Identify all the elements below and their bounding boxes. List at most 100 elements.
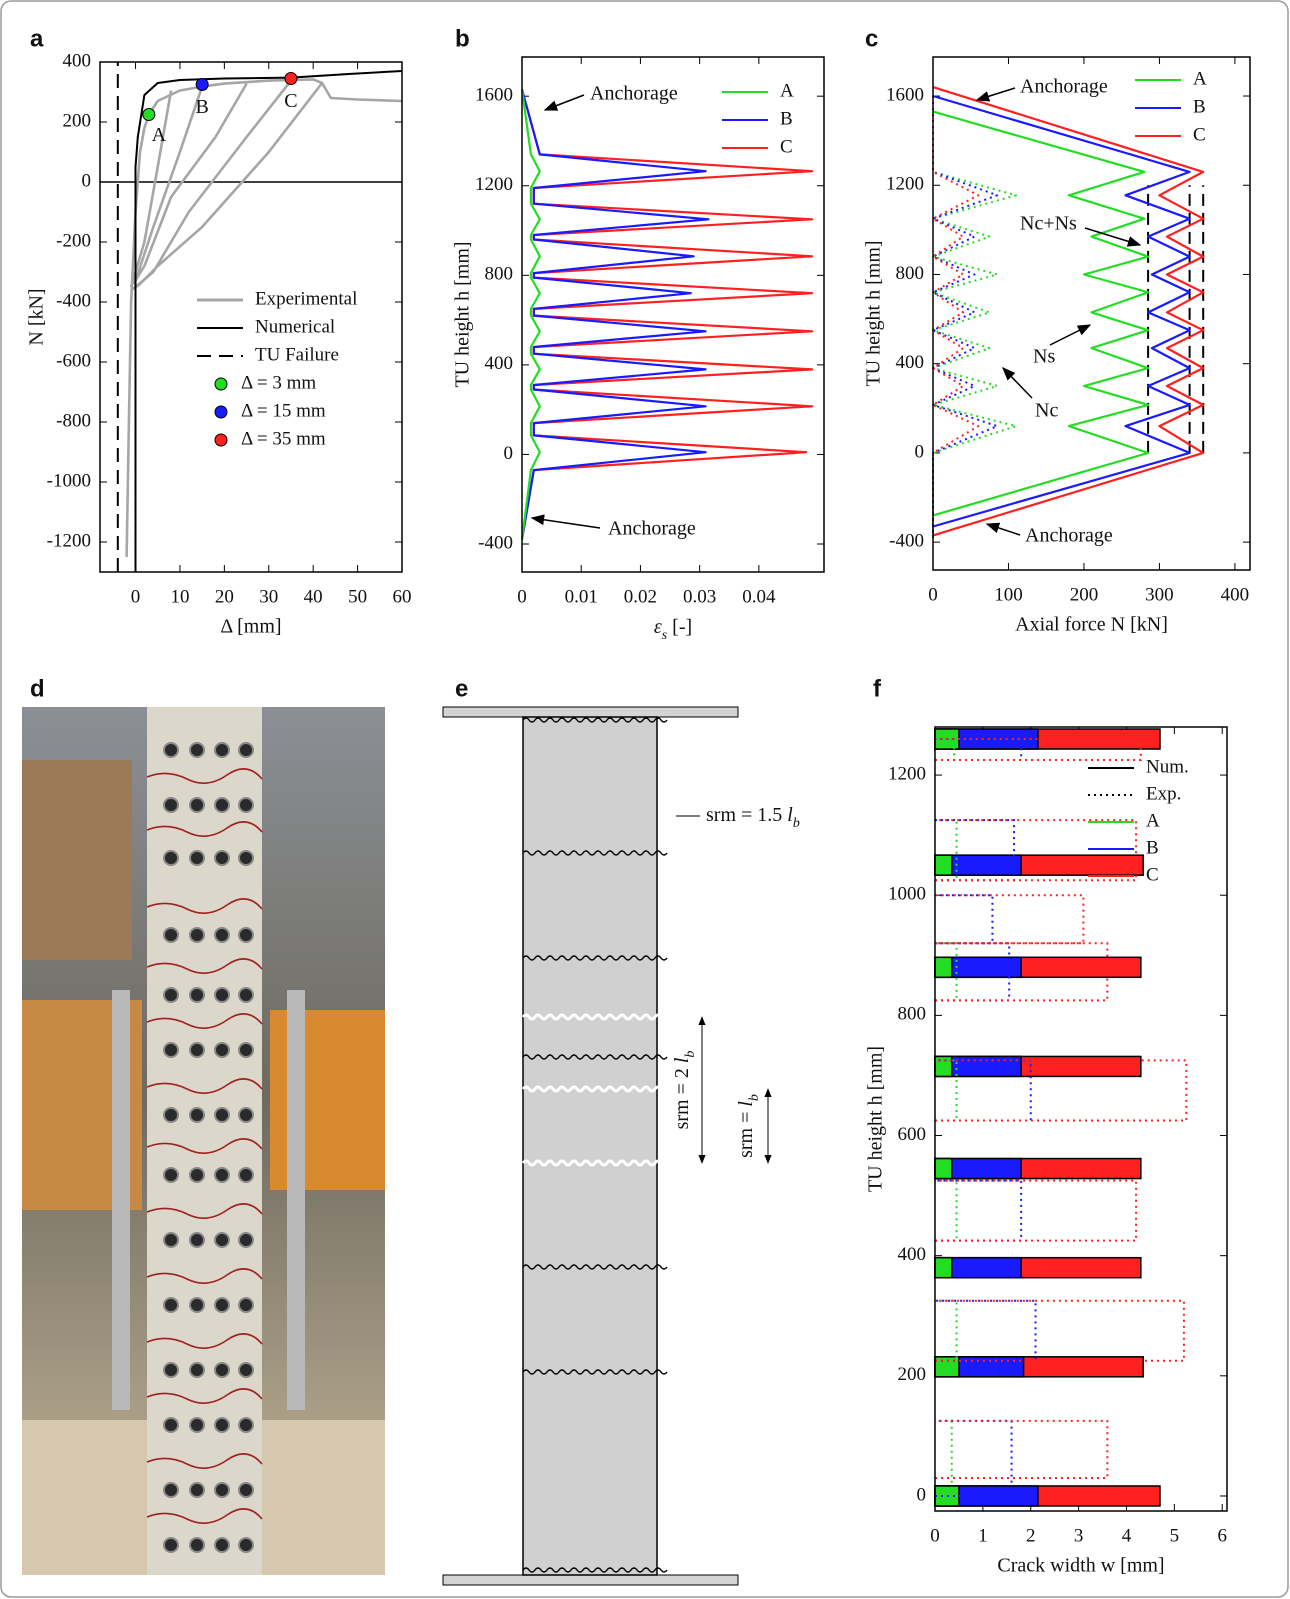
y-tick-label: 800 (898, 1004, 927, 1025)
y-tick-label: 0 (504, 443, 514, 464)
y-tick-label: 0 (82, 170, 92, 191)
experimental-range (935, 819, 1138, 882)
experimental-range (935, 894, 994, 945)
x-tick-label: 60 (393, 586, 412, 607)
x-tick-label: 50 (348, 586, 367, 607)
photo-bolt (189, 797, 205, 813)
photo-bolt (238, 927, 254, 943)
y-tick-label: 400 (896, 352, 925, 373)
annotation-arrow (985, 522, 1021, 536)
photo-bolt (163, 1362, 179, 1378)
x-tick-label: 200 (1070, 584, 1099, 605)
experimental-range (935, 738, 956, 762)
series-line (125, 78, 403, 558)
panel-label: a (30, 25, 44, 52)
plot-frame (99, 61, 403, 573)
concrete-force-line (932, 96, 1017, 538)
photo-bolt (163, 1167, 179, 1183)
panel-label: f (873, 675, 882, 702)
legend-label: B (1146, 837, 1159, 858)
top-plate (442, 706, 739, 718)
y-tick-label: 0 (915, 441, 925, 462)
point (284, 72, 298, 85)
photo-crack (146, 1013, 263, 1029)
x-tick-label: 0 (517, 586, 527, 607)
photo-bolt (163, 1537, 179, 1553)
photo-bolt (163, 1297, 179, 1313)
legend-label: Experimental (255, 288, 357, 309)
bar (934, 956, 953, 979)
photo-crack (146, 1333, 263, 1349)
bottom-plate (442, 1574, 739, 1586)
tie-column (522, 716, 658, 1576)
y-tick-label: 1600 (886, 84, 924, 105)
experimental-range (935, 1179, 958, 1242)
photo-bolt (214, 1362, 230, 1378)
photo-crack (146, 898, 263, 914)
x-tick-label: 20 (215, 586, 234, 607)
photo-bolt (189, 1417, 205, 1433)
series-line (520, 89, 710, 540)
photo-bolt (238, 850, 254, 866)
photo-bolt (238, 1107, 254, 1123)
x-axis-label: εs [-] (654, 616, 692, 643)
photo-bolt (214, 1042, 230, 1058)
x-axis-label-part: ε (654, 616, 662, 638)
annotation: Anchorage (1020, 76, 1108, 98)
photo-bolt (214, 1297, 230, 1313)
photo-crack (146, 821, 263, 837)
x-tick-label: 0.04 (742, 586, 776, 607)
experimental-range (935, 1419, 1109, 1479)
photo-bolt (214, 1537, 230, 1553)
y-tick-label: -400 (478, 532, 513, 553)
experimental-range (935, 1299, 1185, 1362)
spacing-label-part: b (793, 816, 800, 831)
point-label: A (152, 124, 167, 146)
y-tick-label: 200 (63, 110, 92, 131)
photo-column (147, 707, 262, 1575)
x-tick-label: 5 (1170, 1525, 1180, 1546)
y-tick-label: 1600 (475, 85, 513, 106)
point-label: B (195, 96, 208, 118)
photo-bolt (189, 1167, 205, 1183)
experimental-range (935, 1299, 958, 1362)
photo-bolt (163, 987, 179, 1003)
bar (934, 1356, 960, 1378)
photo-crack (146, 1453, 263, 1469)
plot-frame (932, 56, 1251, 571)
photo-bolt (214, 1417, 230, 1433)
photo-wall (22, 760, 132, 960)
bar (934, 1256, 953, 1279)
crack-line (521, 1159, 669, 1167)
photo-bolt (238, 987, 254, 1003)
photo-bolt (189, 1482, 205, 1498)
plot-frame (934, 726, 1228, 1512)
photo-bolt (163, 1417, 179, 1433)
y-axis-label: TU height h [mm] (863, 240, 885, 386)
crack-line (522, 1054, 668, 1060)
y-tick-label: 0 (917, 1484, 927, 1505)
x-tick-label: 6 (1217, 1525, 1227, 1546)
point-label: C (284, 90, 297, 112)
crack-line (522, 717, 668, 723)
x-tick-label: 40 (304, 586, 323, 607)
series-line (932, 86, 1205, 537)
experimental-range (935, 1419, 953, 1497)
x-tick-label: 10 (170, 586, 189, 607)
photo-bolt (189, 1362, 205, 1378)
photo-rig (112, 990, 130, 1410)
experimental-range (935, 819, 1015, 882)
y-tick-label: 400 (63, 50, 92, 71)
photo (22, 707, 385, 1575)
bar (934, 854, 953, 876)
x-tick-label: 4 (1122, 1525, 1132, 1546)
legend-label: Δ = 15 mm (241, 400, 326, 421)
photo-bolt (238, 1232, 254, 1248)
x-tick-label: 3 (1074, 1525, 1084, 1546)
x-tick-label: 0 (930, 1525, 940, 1546)
photo-bolt (189, 1537, 205, 1553)
photo-crack (146, 1268, 263, 1284)
series-line (134, 70, 403, 572)
legend-label: A (780, 80, 794, 101)
